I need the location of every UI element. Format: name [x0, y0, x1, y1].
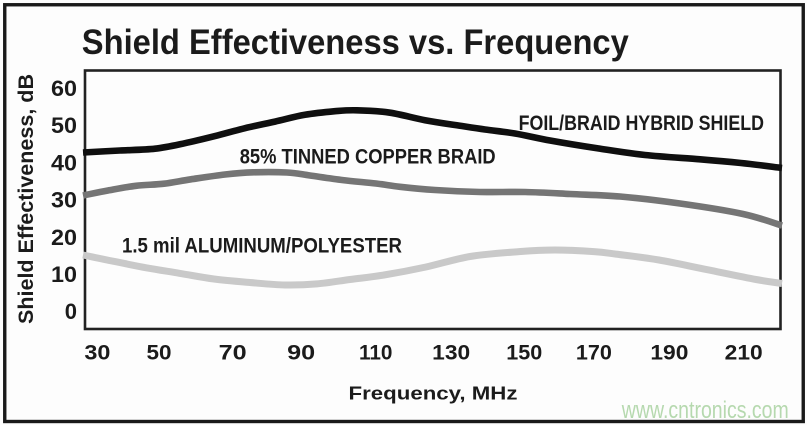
- svg-text:90: 90: [287, 342, 315, 365]
- svg-text:1.5 mil ALUMINUM/POLYESTER: 1.5 mil ALUMINUM/POLYESTER: [122, 235, 402, 258]
- svg-text:www.cntronics.com: www.cntronics.com: [621, 397, 789, 424]
- svg-text:70: 70: [219, 342, 247, 365]
- svg-text:Shield Effectiveness vs. Frequ: Shield Effectiveness vs. Frequency: [82, 23, 629, 62]
- svg-text:150: 150: [506, 342, 542, 365]
- svg-text:170: 170: [576, 342, 612, 365]
- svg-text:Frequency, MHz: Frequency, MHz: [349, 383, 518, 404]
- svg-text:0: 0: [65, 299, 77, 324]
- svg-text:130: 130: [432, 342, 470, 365]
- svg-text:50: 50: [147, 342, 172, 365]
- svg-text:10: 10: [51, 262, 77, 287]
- svg-text:85% TINNED COPPER BRAID: 85% TINNED COPPER BRAID: [240, 146, 496, 169]
- svg-text:40: 40: [51, 150, 77, 175]
- svg-text:Shield Effectiveness, dB: Shield Effectiveness, dB: [15, 74, 38, 324]
- svg-text:FOIL/BRAID HYBRID SHIELD: FOIL/BRAID HYBRID SHIELD: [519, 112, 764, 135]
- svg-text:30: 30: [84, 342, 110, 365]
- svg-text:190: 190: [650, 342, 688, 365]
- svg-text:50: 50: [51, 113, 77, 138]
- svg-text:30: 30: [51, 188, 77, 213]
- svg-text:210: 210: [725, 342, 763, 365]
- svg-text:60: 60: [51, 76, 77, 101]
- svg-text:110: 110: [359, 342, 393, 365]
- svg-text:20: 20: [51, 225, 77, 250]
